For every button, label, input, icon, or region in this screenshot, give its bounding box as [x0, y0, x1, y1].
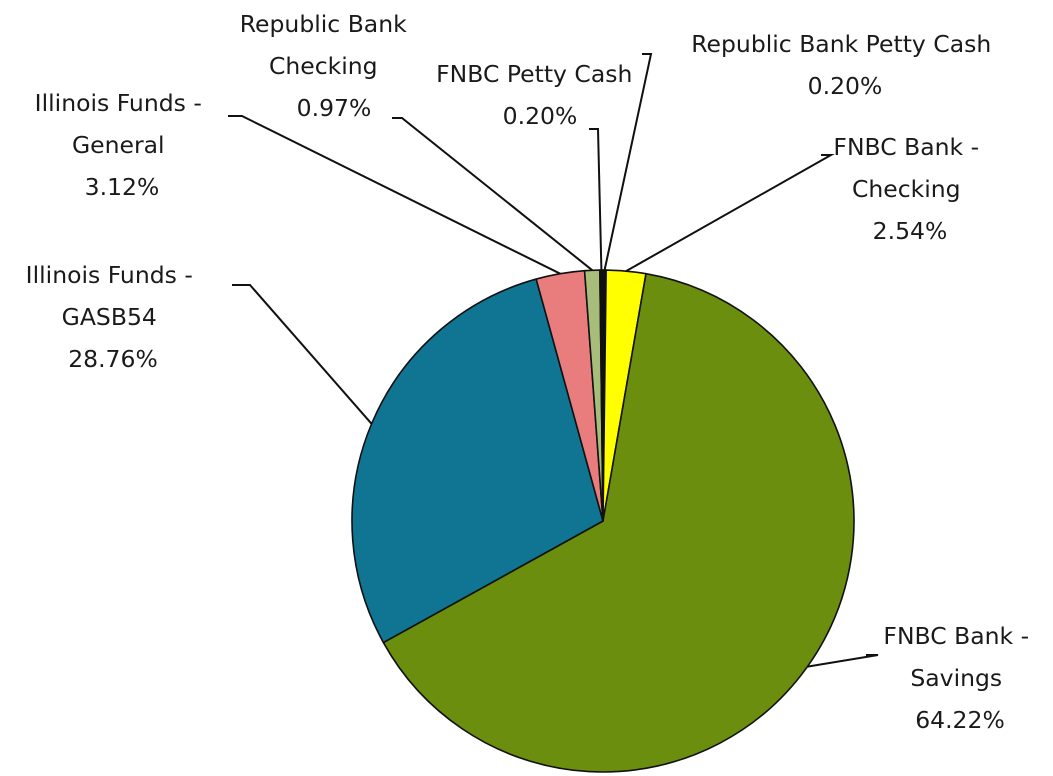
label-line: Republic Bank Petty Cash	[691, 30, 991, 58]
label-line: FNBC Petty Cash	[436, 60, 632, 88]
pie-slices	[351, 269, 855, 773]
slice-fnbc-petty-cash	[599, 269, 604, 522]
slice-label-republic-petty-cash: Republic Bank Petty Cash 0.20%	[691, 30, 998, 100]
leader-fnbc-savings	[807, 654, 879, 668]
label-value: 64.22%	[915, 706, 1005, 734]
label-line: FNBC Bank -	[883, 622, 1029, 650]
label-value: 0.97%	[297, 94, 372, 122]
label-line: General	[72, 131, 165, 159]
label-value: 0.20%	[503, 102, 578, 130]
label-line: FNBC Bank -	[833, 133, 979, 161]
label-line: GASB54	[62, 303, 157, 331]
leader-republic-petty-cash	[603, 53, 653, 271]
label-line: Checking	[269, 52, 378, 80]
slice-fnbc-bank-savings	[382, 272, 855, 773]
slice-label-illinois-general: Illinois Funds - General 3.12%	[35, 89, 210, 201]
slice-label-illinois-gasb54: Illinois Funds - GASB54 28.76%	[26, 261, 201, 373]
label-value: 2.54%	[873, 217, 948, 245]
leader-lines	[228, 53, 879, 668]
slice-illinois-funds-gasb54	[351, 278, 604, 644]
label-value: 3.12%	[85, 173, 160, 201]
leader-republic-checking	[392, 117, 593, 271]
label-line: Illinois Funds -	[26, 261, 193, 289]
slice-label-republic-checking: Republic Bank Checking 0.97%	[240, 10, 414, 122]
leader-illinois-general	[228, 115, 561, 275]
label-line: Republic Bank	[240, 10, 407, 38]
slice-label-fnbc-checking: FNBC Bank - Checking 2.54%	[833, 133, 986, 245]
leader-illinois-gasb54	[232, 284, 373, 425]
leader-fnbc-petty-cash	[589, 128, 603, 271]
label-value: 28.76%	[68, 345, 158, 373]
slice-label-fnbc-savings: FNBC Bank - Savings 64.22%	[883, 622, 1036, 734]
leader-fnbc-checking	[625, 154, 835, 272]
label-line: Illinois Funds -	[35, 89, 202, 117]
label-line: Checking	[852, 175, 961, 203]
label-line: Savings	[910, 664, 1002, 692]
label-value: 0.20%	[808, 72, 883, 100]
slice-label-fnbc-petty-cash: FNBC Petty Cash 0.20%	[436, 60, 640, 130]
